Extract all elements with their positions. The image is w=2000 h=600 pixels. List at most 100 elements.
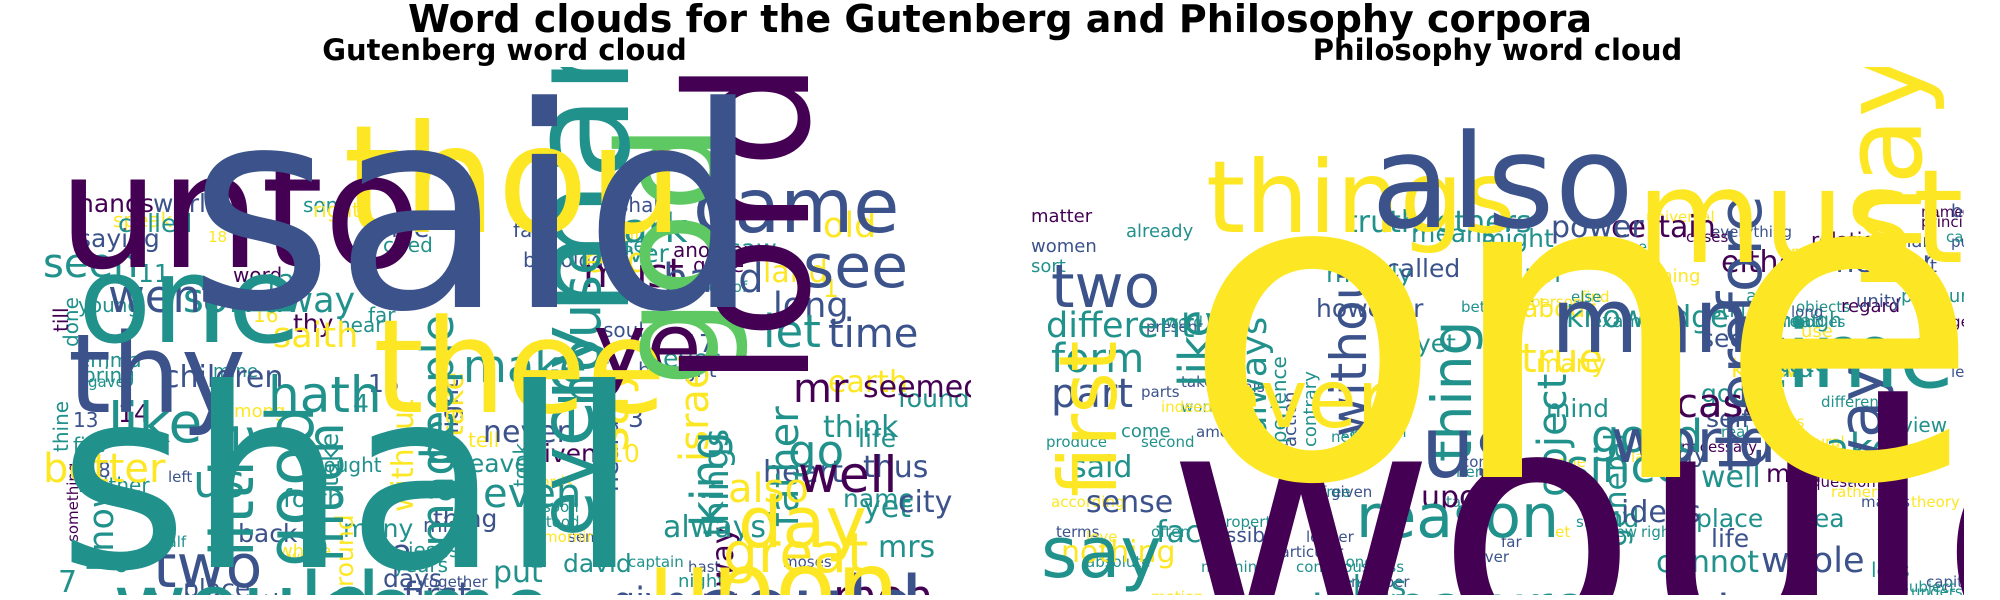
philosophy-word-shall-154: shall: [1576, 513, 1611, 531]
philosophy-word-called-42: called: [1386, 254, 1460, 283]
gutenberg-word-found-87: found: [898, 384, 970, 413]
philosophy-word-human-82: human: [1871, 231, 1934, 252]
gutenberg-word-time-37: time: [828, 311, 918, 357]
gutenberg-word-stood-149: stood: [538, 513, 580, 531]
gutenberg-word-mrs-70: mrs: [878, 530, 935, 565]
gutenberg-word-another-121: another: [673, 238, 752, 262]
gutenberg-word-father-46: father: [762, 406, 808, 527]
gutenberg-word-think-62: think: [823, 410, 899, 445]
philosophy-word-neither-145: neither: [1331, 428, 1386, 446]
philosophy-word-question-164: question: [1811, 473, 1876, 491]
gutenberg-word-end-165: end: [583, 241, 649, 281]
philosophy-word-might-44: might: [1481, 224, 1554, 253]
gutenberg-word-world-114: world: [153, 189, 222, 218]
gutenberg-word-give-60: give: [613, 581, 687, 595]
gutenberg-word-hath-30: hath: [268, 366, 382, 424]
gutenberg-word-never-50: never: [483, 415, 570, 450]
philosophy-word-reason-17: reason: [1356, 482, 1559, 552]
philosophy-word-regard-87: regard: [1841, 296, 1900, 317]
philosophy-word-another-21: another: [1616, 585, 1792, 595]
gutenberg-word-even-49: even: [483, 471, 581, 517]
philosophy-word-absolute-135: absolute: [1086, 553, 1151, 571]
philosophy-word-said-51: said: [1071, 450, 1132, 485]
gutenberg-word-2-172: 2: [393, 540, 412, 575]
gutenberg-word-little-26: little: [198, 423, 268, 557]
gutenberg-word-thy-170: thy: [293, 309, 334, 338]
philosophy-word-anything-109: anything: [1621, 266, 1700, 287]
gutenberg-word-sent-147: sent: [568, 528, 601, 546]
philosophy-word-way-10: way: [1826, 366, 1896, 487]
philosophy-word-also-3: also: [1371, 106, 1634, 258]
gutenberg-word-see-16: see: [803, 232, 908, 302]
gutenberg-word-two-28: two: [153, 532, 262, 595]
gutenberg-cloud-title: Gutenberg word cloud: [322, 33, 687, 67]
gutenberg-word-something-162: something: [64, 463, 82, 542]
gutenberg-word-1-171: 1: [823, 274, 839, 303]
philosophy-word-cause-105: cause: [1946, 228, 1964, 246]
philosophy-word-law-160: law: [1631, 448, 1657, 466]
gutenberg-word-days-92: days: [383, 564, 442, 593]
philosophy-word-take-150: take: [1446, 493, 1478, 511]
philosophy-word-see-73: see: [1701, 324, 1745, 353]
gutenberg-word-better-167: better: [43, 446, 166, 492]
philosophy-word-always-27: always: [1235, 317, 1275, 437]
gutenberg-word-moses-156: moses: [783, 553, 832, 571]
gutenberg-word-set-123: set: [623, 233, 654, 257]
philosophy-word-less-107: less: [1871, 558, 1910, 582]
philosophy-word-difference-92: difference: [1821, 393, 1896, 411]
gutenberg-word-saith-164: saith: [273, 316, 358, 356]
gutenberg-word-long-55: long: [773, 286, 849, 326]
philosophy-word-makes-166: makes: [1861, 493, 1910, 511]
philosophy-word-universal-98: universal: [1646, 208, 1715, 226]
philosophy-word-meaning-185: meaning: [1201, 558, 1267, 576]
figure-title: Word clouds for the Gutenberg and Philos…: [407, 0, 1593, 41]
philosophy-word-parts-123: parts: [1141, 383, 1180, 401]
gutenberg-word-every-17: every: [523, 325, 611, 537]
philosophy-word-necessary-161: necessary: [1681, 438, 1757, 456]
philosophy-word-idea-76: idea: [1791, 504, 1845, 533]
philosophy-word-whose-146: whose: [1351, 423, 1399, 441]
philosophy-word-word-121: word: [1166, 313, 1203, 331]
philosophy-word-something-20: something: [1171, 585, 1409, 595]
gutenberg-word-thou-5: thou: [343, 94, 684, 268]
gutenberg-word-years-126: years: [393, 553, 448, 577]
philosophy-word-else-112: else: [1571, 288, 1601, 306]
philosophy-word-action-143: action: [1280, 392, 1301, 447]
philosophy-word-find-111: find: [1581, 288, 1609, 306]
gutenberg-word-fer-160: fer: [283, 433, 305, 451]
philosophy-word-many-48: many: [1536, 349, 1607, 378]
philosophy-word-sense-50: sense: [1086, 485, 1173, 520]
philosophy-word-however-45: however: [1316, 294, 1424, 323]
philosophy-word-place-66: place: [1696, 504, 1763, 533]
gutenberg-word-god-3: god: [589, 124, 752, 387]
philosophy-word-new-158: new: [1606, 523, 1637, 541]
gutenberg-word-life-89: life: [858, 424, 896, 453]
gutenberg-word-went-31: went: [108, 270, 219, 323]
philosophy-word-second-129: second: [1141, 433, 1195, 451]
philosophy-word-without-19: without: [1320, 249, 1378, 437]
philosophy-word-means-43: means: [1411, 219, 1495, 248]
philosophy-word-things-5: things: [1206, 139, 1515, 256]
philosophy-word-experience-142: experience: [1267, 356, 1291, 467]
philosophy-word-time-7: time: [1751, 304, 1954, 409]
gutenberg-word-whole-150: whole: [278, 541, 331, 562]
philosophy-word-even-8: even: [1211, 353, 1407, 446]
philosophy-word-particular-137: particular: [1271, 543, 1344, 561]
gutenberg-word-things-54: things: [697, 429, 737, 537]
gutenberg-word-put-59: put: [493, 555, 543, 590]
gutenberg-word-done-110: done: [59, 297, 83, 347]
philosophy-word-long-93: long: [1791, 303, 1823, 321]
philosophy-word-others-39: others: [1436, 205, 1532, 240]
gutenberg-word-tell-101: tell: [468, 428, 499, 452]
gutenberg-word-morning-148: morning: [543, 528, 605, 546]
philosophy-word-bodies-91: bodies: [1796, 313, 1846, 331]
philosophy-word-case-23: case: [1676, 381, 1768, 427]
philosophy-word-merely-41: merely: [1326, 259, 1413, 288]
philosophy-word-already-118: already: [1126, 221, 1194, 242]
gutenberg-word-israel-41: israel: [672, 353, 718, 462]
gutenberg-word-young-111: young: [78, 293, 140, 317]
gutenberg-word-day-20: day: [738, 482, 867, 564]
philosophy-word-part-28: part: [1051, 371, 1133, 417]
philosophy-word-cases-99: cases: [1686, 228, 1728, 246]
